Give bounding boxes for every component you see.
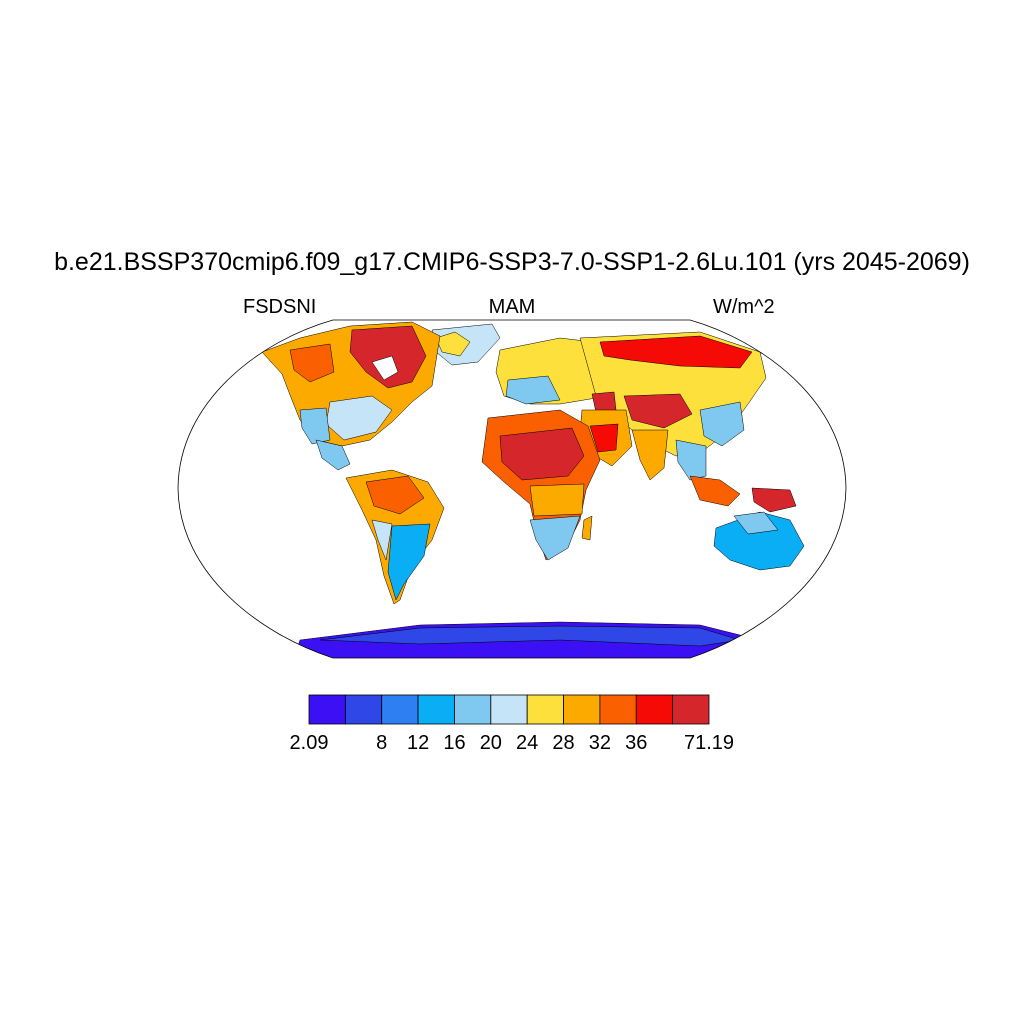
region-hudson bbox=[371, 355, 399, 381]
region-sahara-hot bbox=[499, 427, 585, 481]
region-east-asia-cool bbox=[699, 401, 745, 447]
region-australia-north bbox=[733, 511, 779, 535]
region-tibet-hot bbox=[623, 393, 693, 429]
region-africa-mid bbox=[529, 483, 585, 517]
region-arabia-hot bbox=[589, 423, 619, 453]
colorbar-swatch bbox=[308, 694, 346, 725]
colorbar-swatch bbox=[417, 694, 455, 725]
map-land bbox=[261, 321, 805, 658]
variable-label: FSDSNI bbox=[243, 296, 317, 318]
colorbar-swatch bbox=[672, 694, 710, 725]
region-siberia-hot bbox=[599, 335, 753, 369]
colorbar-swatch bbox=[635, 694, 674, 725]
colorbar-swatch bbox=[526, 694, 564, 725]
region-mexico bbox=[315, 439, 351, 471]
region-se-asia bbox=[675, 439, 707, 481]
map-title: b.e21.BSSP370cmip6.f09_g17.CMIP6-SSP3-7.… bbox=[54, 248, 970, 276]
colorbar-swatch bbox=[454, 694, 492, 725]
colorbar bbox=[308, 694, 710, 725]
region-madagascar bbox=[581, 515, 593, 541]
region-europe-cool bbox=[505, 375, 561, 405]
region-australia bbox=[713, 511, 805, 571]
region-greenland-coast bbox=[435, 331, 471, 357]
region-alaska-hot bbox=[289, 343, 335, 383]
colorbar-tick-label: 36 bbox=[625, 732, 648, 754]
region-indonesia bbox=[689, 475, 741, 507]
colorbar-tick-label: 20 bbox=[479, 732, 502, 754]
region-africa-south bbox=[529, 515, 581, 561]
colorbar-tick-label: 28 bbox=[552, 732, 575, 754]
region-andes bbox=[371, 519, 393, 561]
colorbar-tick-label: 8 bbox=[376, 732, 388, 754]
colorbar-swatch bbox=[381, 694, 419, 725]
colorbar-swatch bbox=[563, 694, 601, 725]
colorbar-tick-label: 2.09 bbox=[289, 732, 329, 754]
season-label: MAM bbox=[488, 296, 536, 318]
colorbar-swatch bbox=[490, 694, 528, 725]
colorbar-tick-label: 12 bbox=[406, 732, 430, 754]
units-label: W/m^2 bbox=[713, 296, 775, 318]
region-caspian-hot bbox=[591, 391, 617, 413]
region-india bbox=[631, 429, 669, 481]
colorbar-tick-label: 71.19 bbox=[683, 732, 735, 754]
region-new-guinea bbox=[751, 487, 797, 513]
colorbar-tick-label: 32 bbox=[588, 732, 612, 754]
region-amazon-hot bbox=[365, 475, 425, 515]
colorbar-tick-label: 16 bbox=[443, 732, 466, 754]
colorbar-swatch bbox=[344, 694, 383, 725]
colorbar-tick-label: 24 bbox=[516, 732, 539, 754]
map-border bbox=[177, 319, 847, 659]
region-us-west bbox=[299, 407, 331, 445]
region-patagonia bbox=[387, 523, 431, 601]
colorbar-swatch bbox=[599, 694, 637, 725]
